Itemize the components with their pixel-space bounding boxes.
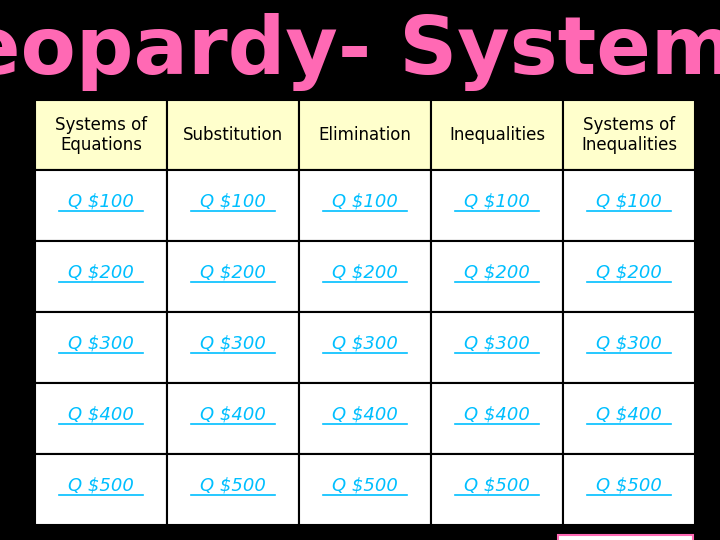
Text: Q $500: Q $500 — [332, 476, 398, 495]
Bar — [167, 241, 299, 312]
Text: Q $300: Q $300 — [596, 334, 662, 353]
Text: Q $500: Q $500 — [464, 476, 530, 495]
Bar — [167, 170, 299, 241]
Bar — [35, 383, 167, 454]
Text: Q $200: Q $200 — [68, 264, 134, 281]
Text: Jeopardy- Systems: Jeopardy- Systems — [0, 13, 720, 91]
Text: Q $200: Q $200 — [332, 264, 398, 281]
Bar — [35, 170, 167, 241]
Bar — [431, 100, 563, 170]
Bar — [35, 241, 167, 312]
Bar — [299, 312, 431, 383]
Text: Elimination: Elimination — [318, 126, 411, 144]
Bar — [558, 535, 693, 540]
Bar — [563, 170, 695, 241]
Text: Q $200: Q $200 — [200, 264, 266, 281]
Text: Q $500: Q $500 — [596, 476, 662, 495]
Text: Q $400: Q $400 — [596, 406, 662, 423]
Bar — [563, 241, 695, 312]
Text: Q $400: Q $400 — [68, 406, 134, 423]
Bar — [563, 312, 695, 383]
Bar — [167, 383, 299, 454]
Bar — [299, 383, 431, 454]
Text: Q $300: Q $300 — [332, 334, 398, 353]
Text: Q $200: Q $200 — [596, 264, 662, 281]
Text: Q $100: Q $100 — [464, 192, 530, 211]
Text: Q $400: Q $400 — [332, 406, 398, 423]
Bar — [35, 100, 695, 170]
Text: Substitution: Substitution — [183, 126, 283, 144]
Bar — [563, 454, 695, 525]
Text: Q $100: Q $100 — [200, 192, 266, 211]
Bar — [563, 383, 695, 454]
Text: Inequalities: Inequalities — [449, 126, 545, 144]
Bar — [299, 170, 431, 241]
Bar — [167, 100, 299, 170]
Text: Q $300: Q $300 — [68, 334, 134, 353]
Text: Q $100: Q $100 — [332, 192, 398, 211]
Bar — [431, 454, 563, 525]
Text: Q $300: Q $300 — [464, 334, 530, 353]
Bar — [431, 241, 563, 312]
Text: Systems of
Inequalities: Systems of Inequalities — [581, 116, 677, 154]
Bar — [35, 100, 695, 525]
Text: Q $300: Q $300 — [200, 334, 266, 353]
Bar — [431, 383, 563, 454]
Text: Systems of
Equations: Systems of Equations — [55, 116, 147, 154]
Bar — [563, 100, 695, 170]
Text: Q $400: Q $400 — [200, 406, 266, 423]
Text: Q $200: Q $200 — [464, 264, 530, 281]
Bar — [299, 241, 431, 312]
Bar — [35, 312, 167, 383]
Text: Q $100: Q $100 — [68, 192, 134, 211]
Bar — [431, 170, 563, 241]
Bar — [431, 312, 563, 383]
Text: Q $500: Q $500 — [200, 476, 266, 495]
Bar — [167, 454, 299, 525]
Bar — [299, 100, 431, 170]
Text: Q $400: Q $400 — [464, 406, 530, 423]
Bar — [35, 100, 167, 170]
Text: Q $500: Q $500 — [68, 476, 134, 495]
Bar — [35, 454, 167, 525]
Bar — [167, 312, 299, 383]
Bar — [299, 454, 431, 525]
Text: Q $100: Q $100 — [596, 192, 662, 211]
